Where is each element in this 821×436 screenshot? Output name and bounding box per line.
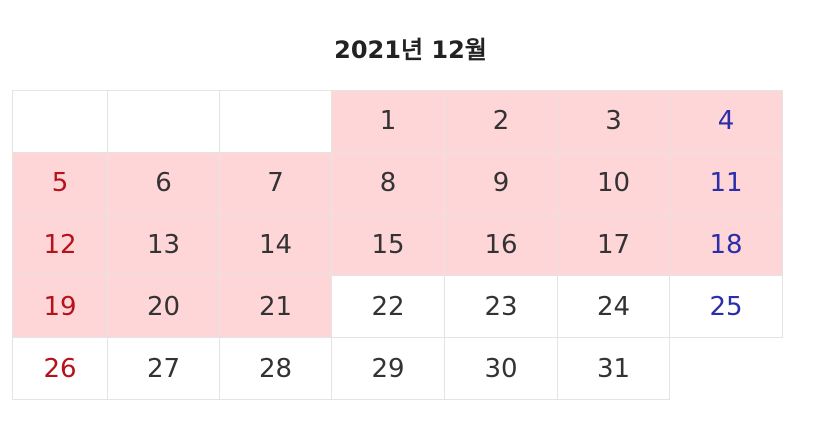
day-cell[interactable]: 29 [331, 337, 445, 400]
day-cell[interactable]: 2 [444, 90, 558, 153]
day-cell[interactable]: 22 [331, 275, 445, 339]
day-cell[interactable]: 18 [669, 213, 783, 277]
empty-cell [12, 90, 108, 153]
day-cell[interactable]: 8 [331, 151, 445, 215]
day-cell[interactable]: 23 [444, 275, 558, 339]
day-cell[interactable]: 14 [219, 213, 332, 277]
day-cell[interactable]: 7 [219, 151, 332, 215]
day-cell[interactable]: 6 [107, 151, 220, 215]
day-cell[interactable]: 26 [12, 337, 108, 400]
day-cell[interactable]: 21 [219, 275, 332, 339]
day-cell[interactable]: 10 [557, 151, 670, 215]
day-cell[interactable]: 19 [12, 275, 108, 339]
month-title: 2021년 12월 [334, 36, 487, 64]
day-cell[interactable]: 1 [331, 90, 445, 153]
day-cell[interactable]: 3 [557, 90, 670, 153]
day-cell[interactable]: 9 [444, 151, 558, 215]
empty-cell [219, 90, 332, 153]
day-cell[interactable]: 13 [107, 213, 220, 277]
day-cell[interactable]: 16 [444, 213, 558, 277]
day-cell[interactable]: 5 [12, 151, 108, 215]
day-cell[interactable]: 12 [12, 213, 108, 277]
day-cell[interactable]: 25 [669, 275, 783, 339]
day-cell[interactable]: 4 [669, 90, 783, 153]
day-cell[interactable]: 17 [557, 213, 670, 277]
empty-cell [107, 90, 220, 153]
day-cell[interactable]: 24 [557, 275, 670, 339]
day-cell[interactable]: 20 [107, 275, 220, 339]
day-cell[interactable]: 15 [331, 213, 445, 277]
day-cell[interactable]: 11 [669, 151, 783, 215]
day-cell[interactable]: 28 [219, 337, 332, 400]
day-cell[interactable]: 31 [557, 337, 670, 400]
day-cell[interactable]: 30 [444, 337, 558, 400]
day-cell[interactable]: 27 [107, 337, 220, 400]
empty-cell [669, 337, 783, 400]
